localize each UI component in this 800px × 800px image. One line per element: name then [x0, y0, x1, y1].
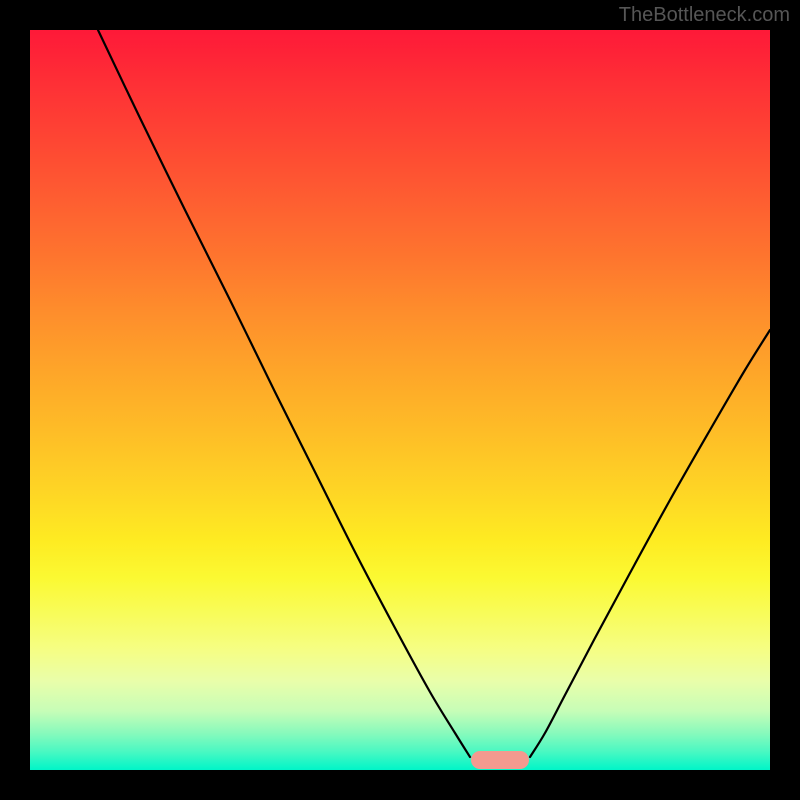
- bottleneck-marker: [471, 751, 529, 769]
- watermark-text: TheBottleneck.com: [619, 4, 790, 27]
- chart-container: TheBottleneck.com: [0, 0, 800, 800]
- bottleneck-chart: [0, 0, 800, 800]
- chart-background: [30, 30, 770, 770]
